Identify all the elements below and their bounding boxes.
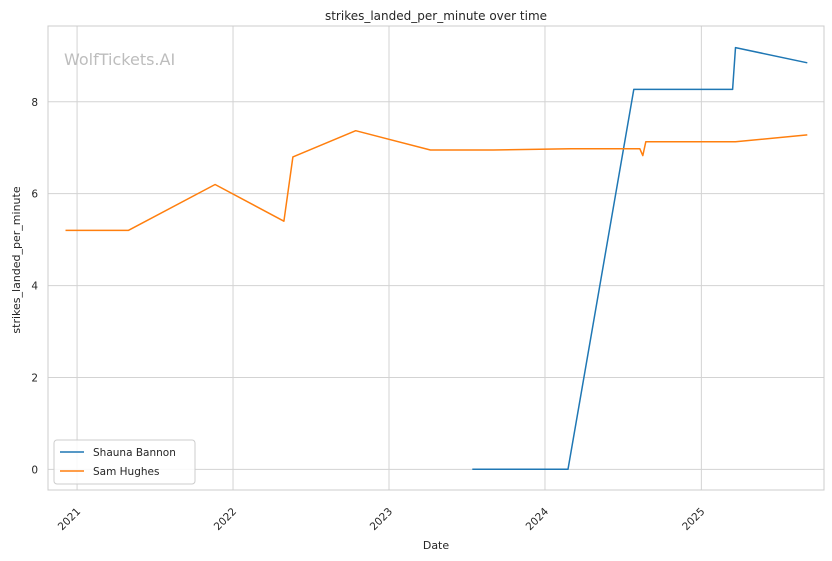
series-layer — [65, 46, 808, 471]
y-tick-label: 8 — [31, 97, 38, 109]
watermark-text: WolfTickets.AI — [64, 50, 175, 69]
legend-label-sam-hughes: Sam Hughes — [93, 466, 159, 478]
y-tick-label: 0 — [31, 464, 38, 476]
series-line-shauna-bannon — [472, 46, 808, 471]
chart-title: strikes_landed_per_minute over time — [325, 9, 547, 23]
x-axis-label: Date — [423, 539, 450, 552]
legend-box — [53, 439, 196, 485]
y-tick-label: 2 — [31, 372, 38, 384]
legend-label-shauna-bannon: Shauna Bannon — [93, 447, 176, 459]
y-axis-label: strikes_landed_per_minute — [10, 186, 23, 333]
plot-frame — [47, 25, 825, 491]
legend: Shauna Bannon Sam Hughes — [53, 439, 196, 485]
y-tick-label: 6 — [31, 189, 38, 201]
series-line-sam-hughes — [65, 129, 808, 232]
y-tick-label: 4 — [31, 281, 38, 293]
